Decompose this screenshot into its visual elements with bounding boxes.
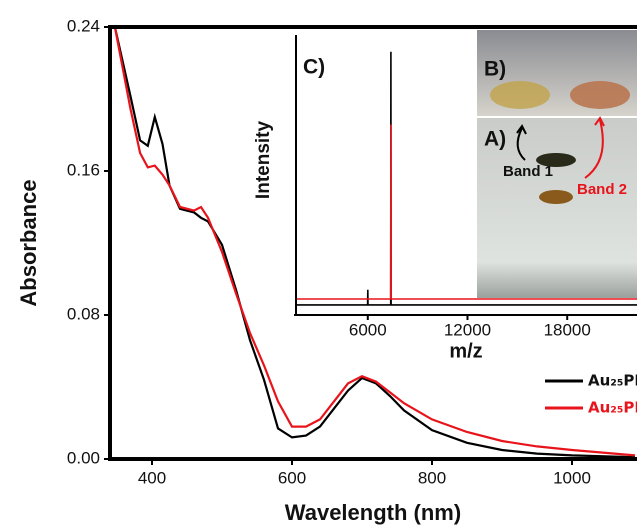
photo-label: A) <box>484 128 506 151</box>
x-axis-title: m/z <box>449 340 482 362</box>
photo-label: B) <box>484 58 506 81</box>
x-tick-label: 12000 <box>444 320 491 339</box>
y-tick-label: 0.24 <box>67 16 100 35</box>
legend-label: Au₂₅PET₁₈⁰ <box>588 372 637 390</box>
photo-a <box>477 118 637 298</box>
x-tick-label: 6000 <box>349 320 387 339</box>
legend: Au₂₅PET₁₈⁰ Au₂₅PET₁₈⁻ <box>545 372 637 417</box>
x-axis-title: Wavelength (nm) <box>285 500 461 525</box>
vial-2 <box>570 81 630 109</box>
arrow <box>516 124 527 135</box>
x-tick-label: 400 <box>138 468 166 487</box>
data-line <box>296 124 637 300</box>
main-chart: 400 600 800 1000 0.00 0.08 0.16 0.24 Wavelength … <box>16 16 637 525</box>
x-tick-label: 18000 <box>544 320 591 339</box>
band-2-spot <box>539 190 573 204</box>
panel-label: C) <box>303 56 325 79</box>
inset-chart: 6000 12000 18000 m/z Intensity C) <box>253 35 637 362</box>
band-1-spot <box>536 153 576 167</box>
data-line <box>113 26 636 457</box>
vial-1 <box>490 81 550 109</box>
data-line <box>113 26 636 459</box>
y-tick-label: 0.00 <box>67 448 100 467</box>
band-label: Band 2 <box>577 181 627 198</box>
legend-label: Au₂₅PET₁₈⁻ <box>588 399 637 417</box>
arrow <box>516 127 526 161</box>
y-axis-title: Absorbance <box>16 179 41 306</box>
arrow <box>584 119 604 179</box>
x-tick-label: 600 <box>278 468 306 487</box>
y-tick-label: 0.08 <box>67 304 100 323</box>
photos: B) A) Band 1 Band 2 <box>477 30 637 298</box>
y-axis-title: Intensity <box>253 121 274 200</box>
arrow <box>594 116 605 127</box>
x-tick-label: 800 <box>418 468 446 487</box>
band-label: Band 1 <box>503 163 553 180</box>
x-tick-label: 1000 <box>553 468 591 487</box>
y-tick-label: 0.16 <box>67 160 100 179</box>
